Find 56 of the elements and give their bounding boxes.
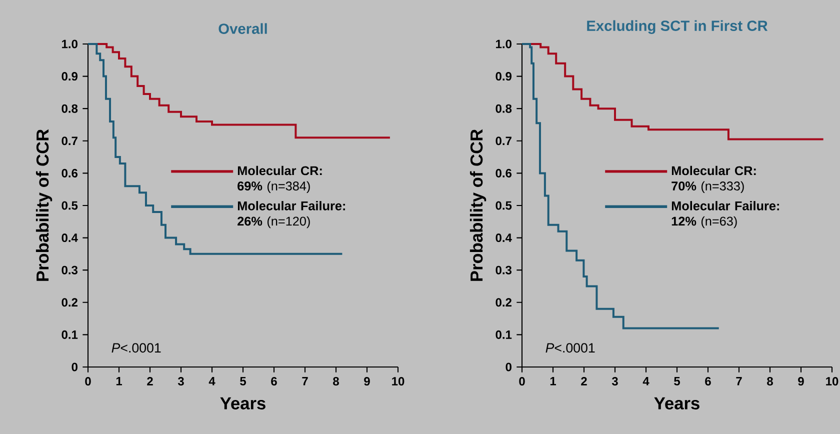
- y-tick-label: 0.2: [496, 298, 512, 307]
- x-axis-title: Years: [220, 397, 266, 410]
- annotation: P<.0001: [112, 343, 161, 353]
- x-tick-label: 0: [85, 377, 91, 386]
- x-tick-label: 8: [767, 377, 773, 386]
- y-tick-label: 0.2: [62, 298, 78, 307]
- y-axis-title: Probability of CCR: [470, 129, 486, 281]
- legend-label: Molecular Failure: 26% (n=120): [238, 201, 345, 228]
- y-tick-label: 1.0: [496, 40, 512, 48]
- x-tick-label: 5: [674, 377, 680, 386]
- y-tick-label: 0.1: [496, 330, 512, 339]
- y-tick-label: 0.8: [62, 104, 78, 113]
- x-tick-label: 0: [519, 377, 525, 386]
- x-tick-label: 3: [612, 377, 618, 386]
- x-tick-label: 10: [392, 377, 404, 386]
- x-tick-label: 2: [147, 377, 153, 386]
- x-tick-label: 7: [736, 377, 742, 386]
- y-axis-title: Probability of CCR: [36, 129, 52, 281]
- y-tick-label: 0: [506, 362, 512, 372]
- y-tick-label: 1.0: [62, 40, 78, 48]
- x-tick-label: 6: [705, 377, 711, 386]
- y-tick-label: 0.5: [62, 201, 78, 210]
- x-tick-label: 2: [581, 377, 587, 386]
- y-tick-label: 0.3: [496, 266, 512, 274]
- y-tick-label: 0.1: [62, 330, 78, 339]
- x-tick-label: 4: [208, 377, 216, 386]
- x-axis-title: Years: [654, 397, 700, 410]
- x-tick-label: 4: [642, 377, 650, 386]
- legend-label: Molecular CR: 70% (n=333): [672, 166, 756, 193]
- x-tick-label: 3: [178, 377, 184, 386]
- y-tick-label: 0.7: [496, 136, 512, 146]
- x-tick-label: 10: [826, 377, 838, 386]
- annotation: P<.0001: [546, 343, 595, 353]
- y-tick-label: 0.6: [62, 168, 78, 178]
- y-tick-label: 0: [72, 362, 78, 372]
- legend-label: Molecular CR: 69% (n=384): [238, 166, 322, 193]
- y-tick-label: 0.7: [62, 136, 78, 146]
- x-tick-label: 1: [116, 377, 122, 386]
- y-tick-label: 0.8: [496, 104, 512, 113]
- y-tick-label: 0.9: [496, 72, 512, 81]
- y-tick-label: 0.3: [62, 266, 78, 274]
- legend-label: Molecular Failure: 12% (n=63): [672, 201, 779, 228]
- x-tick-label: 7: [302, 377, 308, 386]
- y-tick-label: 0.5: [496, 201, 512, 210]
- y-tick-label: 0.6: [496, 168, 512, 178]
- x-tick-label: 8: [333, 377, 339, 386]
- x-tick-label: 9: [364, 377, 370, 386]
- y-tick-label: 0.4: [496, 234, 512, 242]
- x-tick-label: 5: [240, 377, 246, 386]
- chart-title: Overall: [218, 23, 267, 34]
- x-tick-label: 1: [550, 377, 556, 386]
- x-tick-label: 9: [798, 377, 804, 386]
- y-tick-label: 0.4: [62, 234, 78, 242]
- y-tick-label: 0.9: [62, 72, 78, 81]
- chart-title: Excluding SCT in First CR: [587, 20, 768, 34]
- x-tick-label: 6: [271, 377, 277, 386]
